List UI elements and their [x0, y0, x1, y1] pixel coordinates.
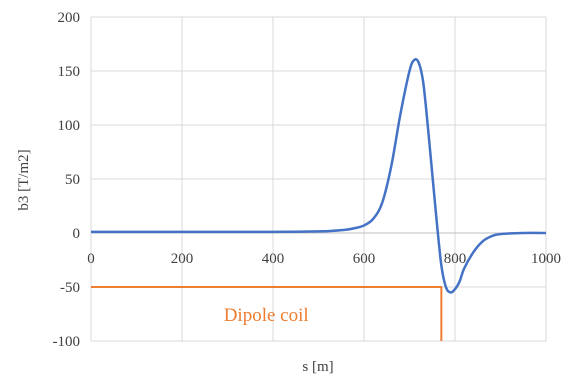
- x-tick-label: 200: [171, 251, 194, 267]
- x-tick-labels: 0 200 400 600 800 1000: [87, 251, 561, 267]
- x-tick-label: 400: [262, 251, 285, 267]
- y-axis-title: b3 [T/m2]: [16, 149, 32, 210]
- x-tick-label: 600: [353, 251, 376, 267]
- y-tick-label: 100: [58, 118, 81, 134]
- x-tick-label: 800: [444, 251, 467, 267]
- x-tick-label: 0: [87, 251, 95, 267]
- x-axis-title: s [m]: [302, 359, 333, 375]
- y-tick-label: 0: [73, 226, 81, 242]
- series-line-b3: [91, 58, 547, 294]
- series-layer: [91, 58, 547, 341]
- grid: [90, 16, 547, 342]
- y-tick-label: 200: [58, 10, 81, 26]
- y-tick-label: 50: [65, 172, 80, 188]
- y-tick-label: -50: [60, 280, 80, 296]
- y-tick-labels: -100 -50 0 50 100 150 200: [53, 10, 81, 350]
- y-tick-label: 150: [58, 64, 81, 80]
- annotation-dipole-coil: Dipole coil: [224, 305, 309, 326]
- series-line-dipole-coil: [91, 286, 443, 341]
- y-tick-label: -100: [53, 334, 81, 350]
- x-tick-label: 1000: [531, 251, 561, 267]
- annotations: Dipole coil: [224, 305, 309, 326]
